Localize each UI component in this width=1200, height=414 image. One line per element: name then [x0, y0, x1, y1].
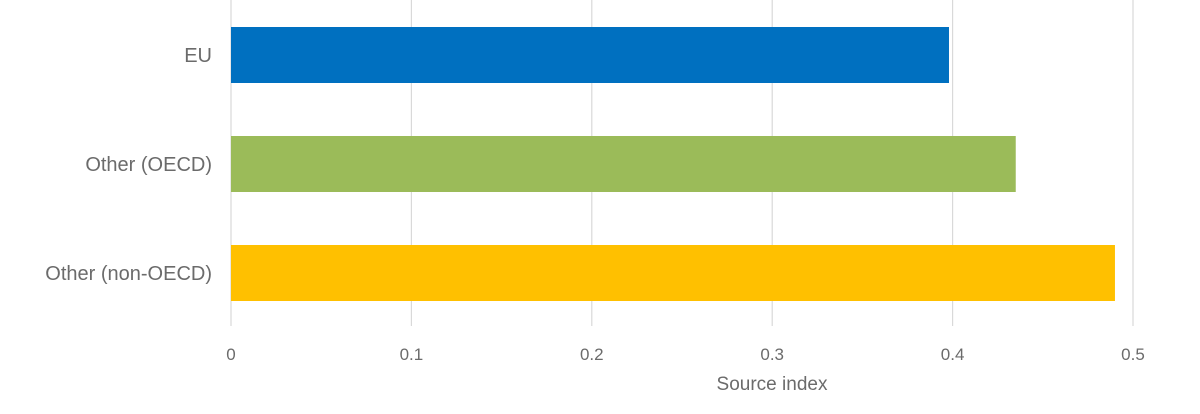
- category-label: Other (OECD): [85, 154, 212, 176]
- bars: [231, 27, 1115, 301]
- bar: [231, 245, 1115, 301]
- category-label: EU: [184, 45, 212, 67]
- x-tick-label: 0.3: [760, 345, 784, 364]
- category-label: Other (non-OECD): [45, 263, 212, 285]
- x-tick-label: 0.4: [941, 345, 965, 364]
- category-labels: EU Other (OECD) Other (non-OECD): [45, 45, 212, 285]
- x-tick-label: 0.5: [1121, 345, 1145, 364]
- x-tick-label: 0.2: [580, 345, 604, 364]
- bar: [231, 136, 1016, 192]
- x-axis-title: Source index: [717, 374, 828, 395]
- bar: [231, 27, 949, 83]
- x-tick-label: 0.1: [400, 345, 424, 364]
- x-tick-label: 0: [226, 345, 235, 364]
- x-tick-labels: 0 0.1 0.2 0.3 0.4 0.5: [226, 345, 1145, 364]
